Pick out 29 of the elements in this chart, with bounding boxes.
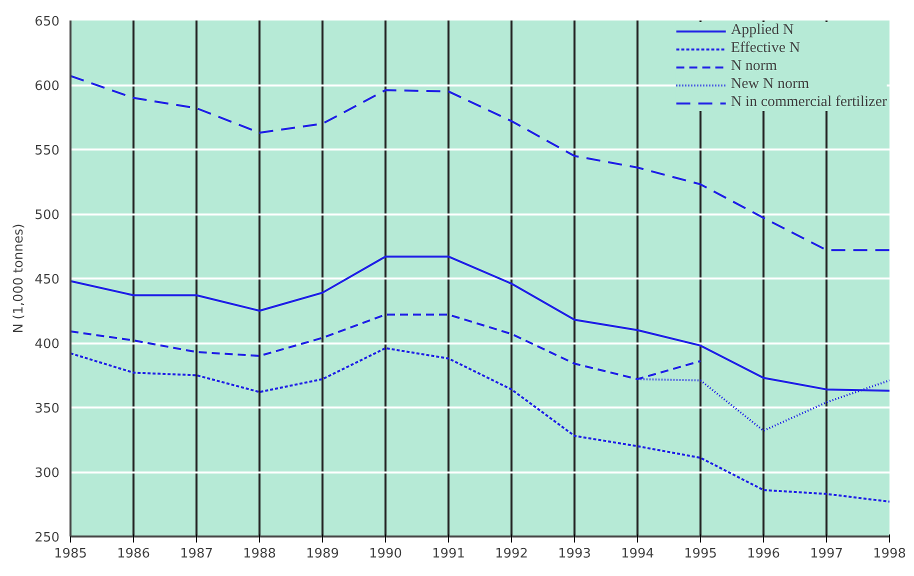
x-tick-label: 1994 — [620, 546, 654, 562]
x-tick-label: 1998 — [872, 546, 906, 562]
legend-label: N norm — [730, 58, 778, 75]
x-tick-label: 1991 — [432, 546, 466, 562]
x-tick-label: 1995 — [684, 546, 718, 562]
y-tick-label: 600 — [34, 79, 60, 94]
x-tick-label: 1989 — [306, 546, 340, 562]
legend-label: Effective N — [730, 40, 800, 57]
y-tick-label: 550 — [34, 144, 60, 158]
x-tick-label: 1992 — [494, 546, 528, 562]
x-tick-label: 1990 — [368, 546, 402, 562]
y-tick-label: 350 — [34, 402, 60, 416]
x-tick-label: 1988 — [242, 546, 276, 562]
y-tick-label: 250 — [34, 530, 60, 546]
y-tick-label: 300 — [34, 466, 60, 481]
y-tick-label: 500 — [34, 208, 60, 223]
y-tick-label: 650 — [34, 14, 60, 30]
x-tick-label: 1996 — [746, 546, 780, 562]
x-tick-label: 1993 — [558, 546, 592, 562]
x-tick-label: 1987 — [180, 546, 214, 562]
y-axis-title: N (1,000 tonnes) — [12, 224, 27, 334]
x-tick-label: 1986 — [116, 546, 150, 562]
legend-label: New N norm — [730, 76, 810, 93]
y-tick-label: 400 — [34, 337, 60, 352]
y-tick-label: 450 — [34, 272, 60, 288]
legend-label: Applied N — [730, 22, 794, 39]
x-tick-label: 1997 — [810, 546, 844, 562]
x-tick-label: 1985 — [54, 546, 88, 562]
legend-label: N in commercial fertilizer — [730, 94, 887, 111]
